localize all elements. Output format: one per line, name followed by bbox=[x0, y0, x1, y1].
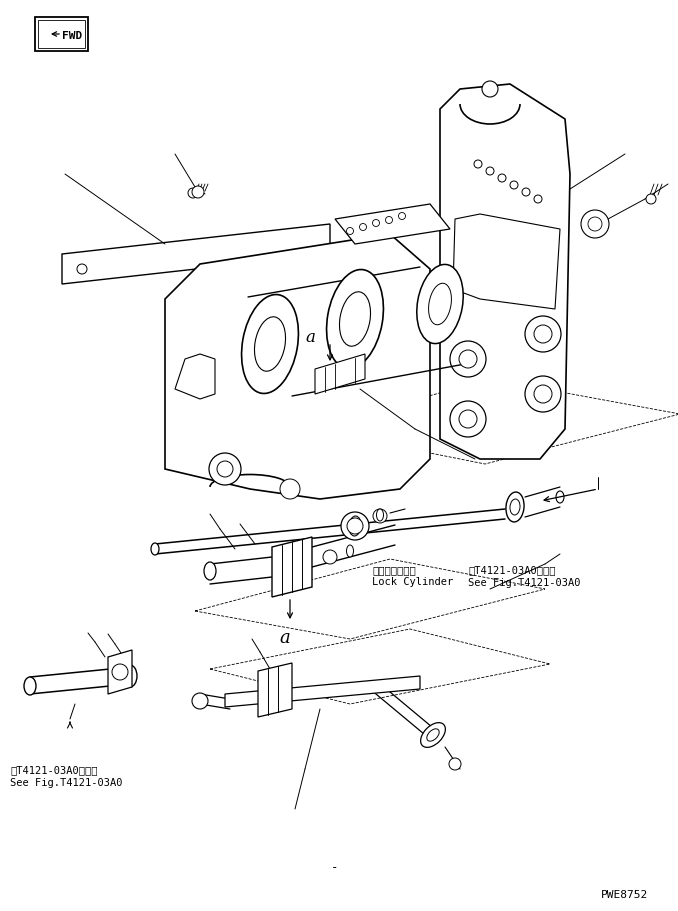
Circle shape bbox=[498, 175, 506, 183]
Circle shape bbox=[534, 325, 552, 343]
Circle shape bbox=[534, 385, 552, 404]
Circle shape bbox=[346, 229, 353, 235]
Polygon shape bbox=[35, 18, 88, 52]
Circle shape bbox=[347, 518, 363, 535]
Ellipse shape bbox=[510, 499, 520, 516]
Text: -: - bbox=[332, 861, 339, 874]
Polygon shape bbox=[165, 235, 430, 499]
Circle shape bbox=[192, 693, 208, 710]
Circle shape bbox=[522, 189, 530, 197]
Circle shape bbox=[341, 512, 369, 540]
Circle shape bbox=[588, 218, 602, 231]
Polygon shape bbox=[108, 650, 132, 694]
Ellipse shape bbox=[327, 271, 384, 369]
Ellipse shape bbox=[151, 543, 159, 556]
Text: 第T4121-03A0図参照: 第T4121-03A0図参照 bbox=[468, 565, 555, 574]
Ellipse shape bbox=[204, 562, 216, 580]
Text: See Fig.T4121-03A0: See Fig.T4121-03A0 bbox=[468, 578, 580, 588]
Polygon shape bbox=[38, 21, 85, 49]
Circle shape bbox=[386, 217, 393, 224]
Text: 第T4121-03A0図参照: 第T4121-03A0図参照 bbox=[10, 764, 98, 774]
Circle shape bbox=[459, 411, 477, 428]
Circle shape bbox=[449, 758, 461, 770]
Ellipse shape bbox=[376, 509, 384, 521]
Ellipse shape bbox=[24, 677, 36, 695]
Circle shape bbox=[112, 664, 128, 681]
Ellipse shape bbox=[346, 546, 353, 558]
Circle shape bbox=[581, 210, 609, 239]
Ellipse shape bbox=[428, 284, 452, 325]
Polygon shape bbox=[335, 205, 450, 245]
Polygon shape bbox=[453, 215, 560, 310]
Circle shape bbox=[474, 161, 482, 169]
Ellipse shape bbox=[123, 665, 137, 687]
Text: a: a bbox=[279, 629, 290, 646]
Circle shape bbox=[450, 342, 486, 377]
Circle shape bbox=[525, 317, 561, 353]
Ellipse shape bbox=[241, 295, 298, 394]
Circle shape bbox=[459, 351, 477, 369]
Ellipse shape bbox=[427, 729, 439, 742]
Ellipse shape bbox=[340, 292, 370, 347]
Circle shape bbox=[486, 168, 494, 176]
Ellipse shape bbox=[506, 493, 524, 522]
Ellipse shape bbox=[417, 265, 463, 344]
Circle shape bbox=[482, 82, 498, 97]
Circle shape bbox=[646, 195, 656, 205]
Text: See Fig.T4121-03A0: See Fig.T4121-03A0 bbox=[10, 777, 123, 787]
Circle shape bbox=[399, 213, 405, 220]
Circle shape bbox=[77, 265, 87, 275]
Circle shape bbox=[217, 462, 233, 477]
Text: FWD: FWD bbox=[62, 31, 82, 41]
Circle shape bbox=[323, 550, 337, 565]
Text: a: a bbox=[305, 329, 315, 346]
Polygon shape bbox=[175, 354, 215, 400]
Circle shape bbox=[209, 454, 241, 486]
Polygon shape bbox=[258, 663, 292, 717]
Polygon shape bbox=[225, 676, 420, 707]
Polygon shape bbox=[440, 85, 570, 459]
Text: PWE8752: PWE8752 bbox=[601, 889, 648, 899]
Circle shape bbox=[372, 220, 380, 227]
Circle shape bbox=[534, 196, 542, 204]
Ellipse shape bbox=[254, 317, 285, 372]
Circle shape bbox=[525, 376, 561, 413]
Circle shape bbox=[280, 479, 300, 499]
Circle shape bbox=[188, 189, 198, 199]
Circle shape bbox=[450, 402, 486, 437]
Polygon shape bbox=[315, 354, 365, 394]
Text: Lock Cylinder: Lock Cylinder bbox=[372, 577, 454, 587]
Polygon shape bbox=[272, 537, 312, 598]
Ellipse shape bbox=[420, 722, 445, 748]
Circle shape bbox=[373, 509, 387, 524]
Ellipse shape bbox=[556, 491, 564, 504]
Ellipse shape bbox=[349, 517, 361, 537]
Text: ロックシリンダ: ロックシリンダ bbox=[372, 565, 416, 574]
Circle shape bbox=[192, 187, 204, 199]
Polygon shape bbox=[62, 225, 330, 284]
Circle shape bbox=[359, 224, 367, 231]
Circle shape bbox=[510, 182, 518, 189]
